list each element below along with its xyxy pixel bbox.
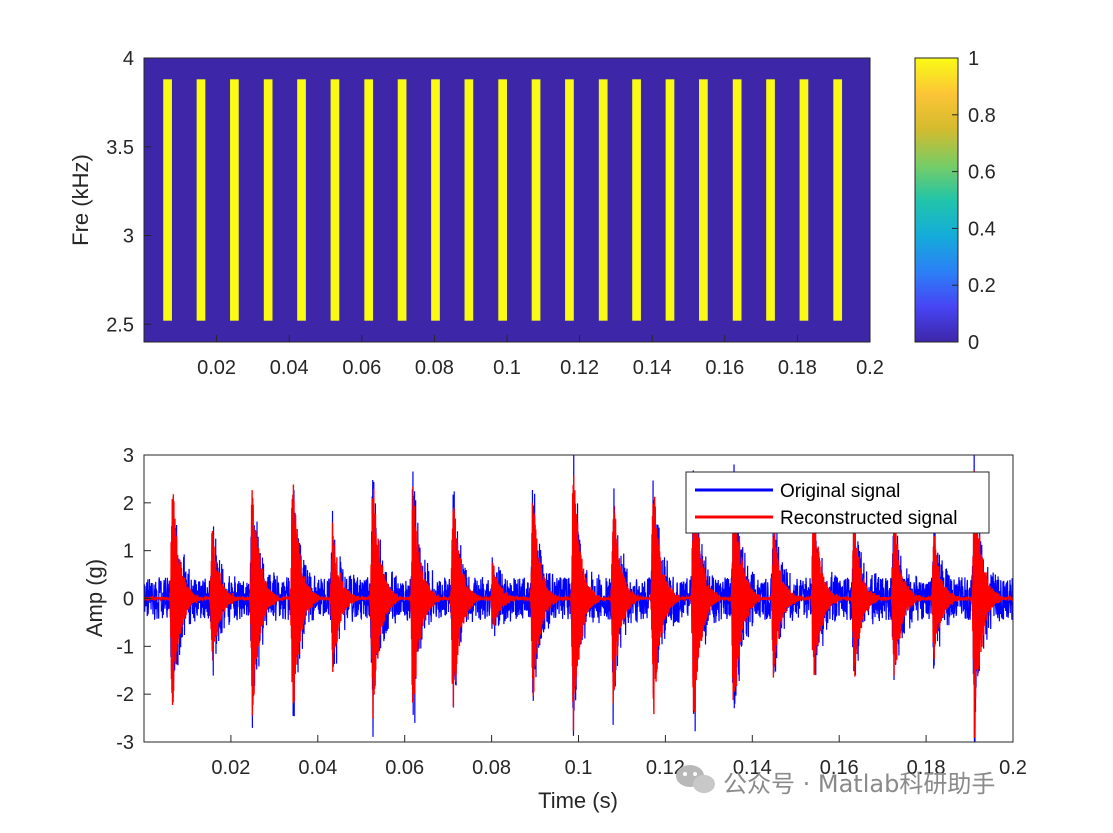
heatmap-bands <box>163 79 843 321</box>
y-tick-label: -2 <box>116 684 134 706</box>
x-tick-label: 0.02 <box>197 357 236 379</box>
heatmap-band <box>498 79 507 321</box>
colorbar-tick-label: 0.6 <box>968 162 996 184</box>
y-tick-label: 1 <box>123 541 134 563</box>
x-tick-label: 0.1 <box>565 757 593 779</box>
series-reconstructed-signal <box>144 470 1013 738</box>
heatmap-band <box>531 79 541 321</box>
legend-box <box>685 471 990 534</box>
heatmap-band <box>699 79 708 321</box>
y-tick-label: 3.5 <box>106 137 134 159</box>
signal-panel: 0.02 0.04 0.06 0.08 0.1 0.12 0.14 0.16 0.18 0.2 -… <box>82 445 1027 813</box>
x-tick-label: 0.06 <box>385 757 424 779</box>
colorbar: 0 0.2 0.4 0.6 0.8 1 <box>914 48 996 354</box>
colorbar-tick-label: 0.8 <box>968 105 996 127</box>
heatmap-y-ticks: 2.5 3 3.5 4 <box>106 48 151 336</box>
heatmap-band <box>330 79 340 321</box>
signal-y-ticks: -3 -2 -1 0 1 2 3 <box>116 445 151 754</box>
x-tick-label: 0.08 <box>472 757 511 779</box>
signal-ylabel: Amp (g) <box>82 559 107 637</box>
x-tick-label: 0.18 <box>907 757 946 779</box>
x-tick-label: 0.02 <box>211 757 250 779</box>
x-tick-label: 0.16 <box>820 757 859 779</box>
heatmap-band <box>464 79 474 321</box>
heatmap-band <box>833 79 843 321</box>
heatmap-band <box>431 79 440 321</box>
heatmap-band <box>799 79 809 321</box>
legend[interactable]: Original signal Reconstructed signal <box>685 471 990 534</box>
signal-x-ticks: 0.02 0.04 0.06 0.08 0.1 0.12 0.14 0.16 0.18 0.2 <box>211 735 1027 779</box>
y-tick-label: 3 <box>123 226 134 248</box>
x-tick-label: 0.12 <box>646 757 685 779</box>
heatmap-band <box>565 79 574 321</box>
y-tick-label: -3 <box>116 732 134 754</box>
x-tick-label: 0.08 <box>415 357 454 379</box>
x-tick-label: 0.14 <box>633 357 672 379</box>
y-tick-label: 2 <box>123 493 134 515</box>
heatmap-band <box>766 79 775 321</box>
heatmap-band <box>665 79 675 321</box>
x-tick-label: 0.18 <box>778 357 817 379</box>
colorbar-tick-label: 0.4 <box>968 218 996 240</box>
x-tick-label: 0.2 <box>856 357 884 379</box>
x-tick-label: 0.04 <box>270 357 309 379</box>
heatmap-ylabel: Fre (kHz) <box>68 154 93 246</box>
x-tick-label: 0.12 <box>560 357 599 379</box>
colorbar-tick-label: 1 <box>968 48 979 70</box>
heatmap-band <box>297 79 306 321</box>
y-tick-label: 3 <box>123 445 134 467</box>
heatmap-x-ticks: 0.02 0.04 0.06 0.08 0.1 0.12 0.14 0.16 0.18 0.2 <box>197 335 884 379</box>
y-tick-label: 4 <box>123 48 134 70</box>
y-tick-label: -1 <box>116 636 134 658</box>
heatmap-band <box>598 79 608 321</box>
legend-label-original: Original signal <box>780 481 900 502</box>
signal-xlabel: Time (s) <box>538 788 618 813</box>
heatmap-band <box>632 79 641 321</box>
x-tick-label: 0.06 <box>342 357 381 379</box>
x-tick-label: 0.2 <box>999 757 1027 779</box>
heatmap-band <box>230 79 239 321</box>
watermark-text: 公众号 · Matlab科研助手 <box>723 770 995 798</box>
x-tick-label: 0.16 <box>705 357 744 379</box>
colorbar-ticks: 0 0.2 0.4 0.6 0.8 1 <box>952 48 996 354</box>
heatmap-band <box>732 79 742 321</box>
x-tick-label: 0.14 <box>733 757 772 779</box>
x-tick-label: 0.1 <box>493 357 521 379</box>
colorbar-gradient <box>914 57 959 343</box>
heatmap-band <box>263 79 273 321</box>
colorbar-tick-label: 0.2 <box>968 275 996 297</box>
x-tick-label: 0.04 <box>298 757 337 779</box>
legend-label-reconstructed: Reconstructed signal <box>780 508 957 529</box>
y-tick-label: 0 <box>123 589 134 611</box>
heatmap-band <box>163 79 172 321</box>
heatmap-band <box>364 79 374 321</box>
heatmap-band <box>196 79 206 321</box>
wechat-icon <box>676 765 715 793</box>
colorbar-tick-label: 0 <box>968 332 979 354</box>
heatmap-band <box>397 79 407 321</box>
watermark: 公众号 · Matlab科研助手 <box>676 765 995 798</box>
y-tick-label: 2.5 <box>106 314 134 336</box>
heatmap-panel: 0.02 0.04 0.06 0.08 0.1 0.12 0.14 0.16 0.18 0.2 2… <box>68 48 884 379</box>
